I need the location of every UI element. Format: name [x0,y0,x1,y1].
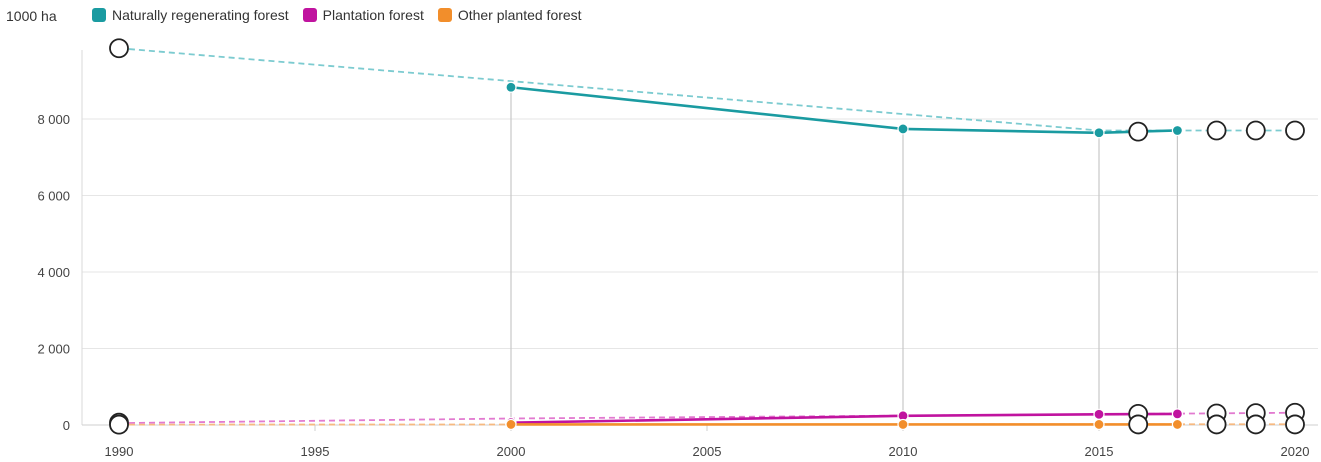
data-point-series-2 [897,418,909,431]
legend-item-naturally-regenerating[interactable]: Naturally regenerating forest [92,7,289,23]
data-point-series-2 [1171,418,1184,431]
x-tick-label: 2020 [1281,444,1310,459]
data-point-series-1 [1093,408,1105,420]
x-tick-label: 2010 [889,444,918,459]
reported-marker-series-0 [109,38,129,59]
data-point-series-0 [505,81,517,93]
x-tick-label: 2000 [497,444,526,459]
x-tick-label: 2005 [693,444,722,459]
reported-marker-series-2 [1285,414,1305,435]
data-point-series-2 [1093,418,1105,431]
trend-line-series-0 [118,47,1295,132]
reported-marker-series-2 [1128,414,1149,435]
data-point-series-0 [897,123,909,135]
data-point-series-0 [1093,127,1105,139]
legend-swatch-plantation [302,8,317,22]
data-point-series-0 [1171,124,1184,137]
reported-marker-series-0 [1285,120,1305,141]
data-point-series-2 [505,418,517,431]
legend-item-other-planted[interactable]: Other planted forest [437,7,582,23]
y-tick-label: 4 000 [37,265,70,280]
legend-label-other-planted: Other planted forest [457,7,582,23]
reported-marker-series-0 [1128,121,1149,142]
x-tick-label: 1990 [105,444,134,459]
series-line-0 [510,85,1178,135]
x-tick-label: 2015 [1085,444,1114,459]
reported-marker-series-0 [1206,120,1227,141]
y-tick-label: 8 000 [37,112,70,127]
y-tick-label: 6 000 [37,189,70,204]
legend-label-naturally-regenerating: Naturally regenerating forest [112,7,289,23]
reported-marker-series-0 [1245,120,1266,141]
legend-swatch-naturally-regenerating [92,8,106,22]
reported-marker-series-2 [1245,414,1266,435]
reported-marker-series-2 [109,414,129,435]
y-unit-label: 1000 ha [6,8,57,24]
legend-item-plantation[interactable]: Plantation forest [302,7,424,23]
data-point-series-1 [1171,408,1184,420]
legend-swatch-other-planted [437,8,452,22]
y-tick-label: 2 000 [37,342,70,357]
x-tick-label: 1995 [301,444,330,459]
legend: Naturally regenerating forest Plantation… [92,7,582,23]
reported-marker-series-2 [1206,414,1227,435]
legend-label-plantation: Plantation forest [322,7,424,23]
y-tick-label: 0 [63,418,70,433]
